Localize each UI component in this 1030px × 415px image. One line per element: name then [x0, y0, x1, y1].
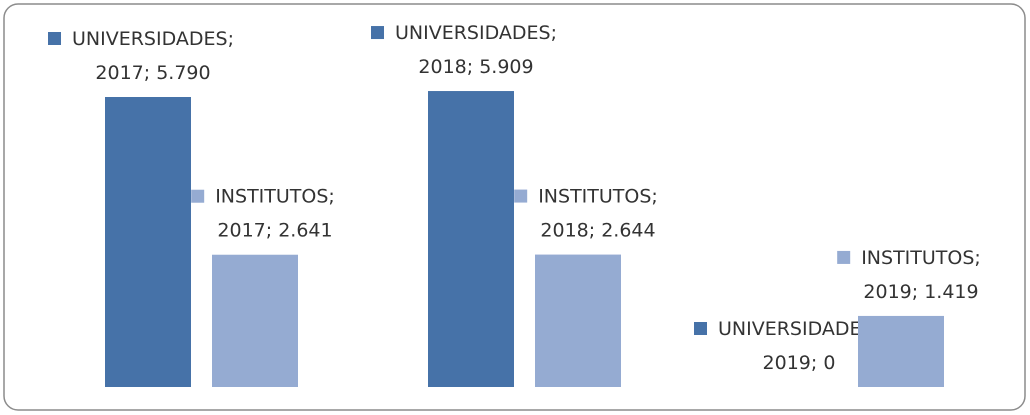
- data-label-line: 2017; 5.790: [95, 62, 210, 84]
- data-label-line: 2019; 1.419: [863, 280, 978, 302]
- data-label: UNIVERSIDADES; 2019; 0: [718, 318, 880, 374]
- data-label-line: 2018; 5.909: [418, 56, 533, 78]
- data-label-line: UNIVERSIDADES;: [72, 28, 234, 50]
- data-label-line: INSTITUTOS;: [861, 246, 981, 268]
- data-label-line: 2017; 2.641: [217, 219, 332, 241]
- data-label: INSTITUTOS; 2017; 2.641: [215, 185, 335, 241]
- legend-key: [371, 26, 385, 40]
- data-label: UNIVERSIDADES; 2017; 5.790: [72, 28, 234, 84]
- data-label: INSTITUTOS; 2019; 1.419: [861, 246, 981, 302]
- legend-key: [694, 322, 708, 335]
- data-label: UNIVERSIDADES; 2018; 5.909: [395, 22, 557, 78]
- bar: [858, 315, 944, 387]
- data-label-line: INSTITUTOS;: [538, 185, 658, 207]
- data-label-line: UNIVERSIDADES;: [395, 22, 557, 44]
- bar: [105, 97, 191, 387]
- data-label-line: UNIVERSIDADES;: [718, 318, 880, 340]
- legend-key: [514, 189, 528, 203]
- bar: [535, 254, 621, 387]
- data-label-line: INSTITUTOS;: [215, 185, 335, 207]
- bar: [428, 91, 514, 387]
- data-label-line: 2018; 2.644: [540, 219, 655, 241]
- legend-key: [191, 189, 205, 203]
- legend-key: [837, 250, 851, 264]
- data-label-line: 2019; 0: [763, 352, 836, 374]
- bar: [212, 254, 298, 387]
- data-label: INSTITUTOS; 2018; 2.644: [538, 185, 658, 241]
- legend-key: [48, 32, 62, 45]
